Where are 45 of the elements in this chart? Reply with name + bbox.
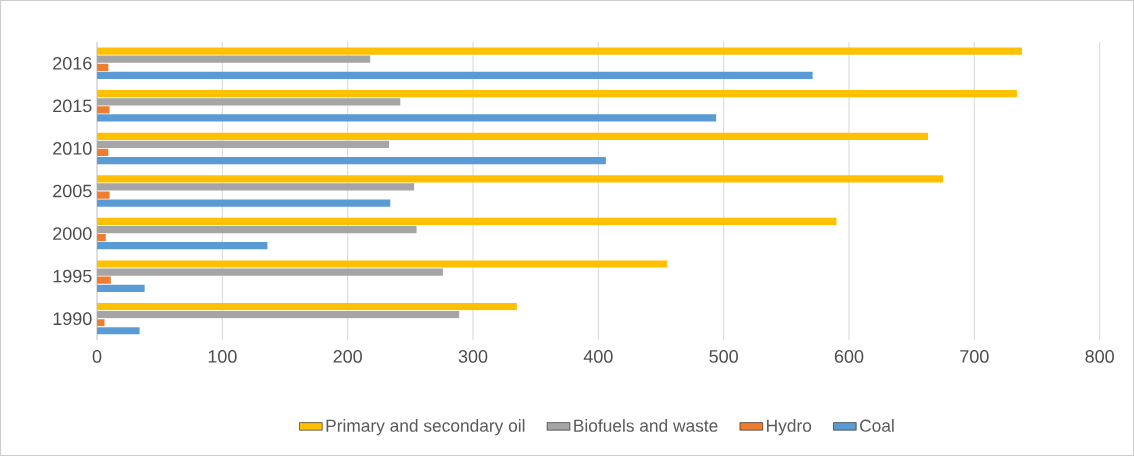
bar	[97, 183, 415, 191]
y-tick-label: 2016	[53, 56, 92, 70]
bar	[97, 47, 1022, 55]
legend-label: Primary and secondary oil	[326, 419, 525, 436]
bar	[97, 311, 460, 319]
legend-label: Hydro	[767, 419, 812, 436]
bar	[97, 242, 268, 250]
bar	[97, 98, 401, 106]
y-tick-label: 2010	[53, 142, 92, 155]
x-tick-label: 600	[834, 350, 864, 363]
bar	[97, 114, 717, 122]
y-tick-label: 2015	[53, 99, 92, 113]
bar	[97, 260, 668, 268]
bar	[97, 302, 517, 311]
y-tick-label: 2000	[53, 227, 92, 240]
bar	[97, 90, 1017, 98]
x-tick-label: 800	[1085, 350, 1114, 363]
x-tick-label: 200	[333, 350, 362, 363]
bar	[97, 71, 813, 80]
bar	[97, 175, 943, 183]
bar	[97, 55, 371, 63]
bar	[97, 132, 928, 140]
y-tick-label: 1990	[53, 312, 92, 326]
bar	[97, 217, 837, 226]
x-tick-label: 700	[960, 350, 989, 363]
x-tick-label: 100	[208, 350, 237, 363]
x-tick-label: 500	[709, 350, 738, 363]
bar	[97, 327, 140, 335]
bar	[97, 199, 391, 207]
legend-label: Coal	[860, 419, 894, 432]
y-tick-label: 1995	[53, 269, 92, 283]
x-tick-label: 300	[458, 350, 488, 363]
bar	[97, 319, 105, 327]
bar	[97, 156, 606, 165]
x-tick-label: 0	[92, 350, 102, 363]
x-tick-label: 400	[583, 350, 613, 363]
bar	[97, 106, 110, 114]
bar	[97, 225, 417, 234]
y-tick-label: 2005	[53, 184, 92, 198]
bar	[97, 191, 110, 199]
bar	[97, 284, 145, 292]
legend-label: Biofuels and waste	[574, 419, 718, 432]
bar	[97, 276, 111, 284]
bar	[97, 140, 390, 148]
bar	[97, 268, 443, 276]
